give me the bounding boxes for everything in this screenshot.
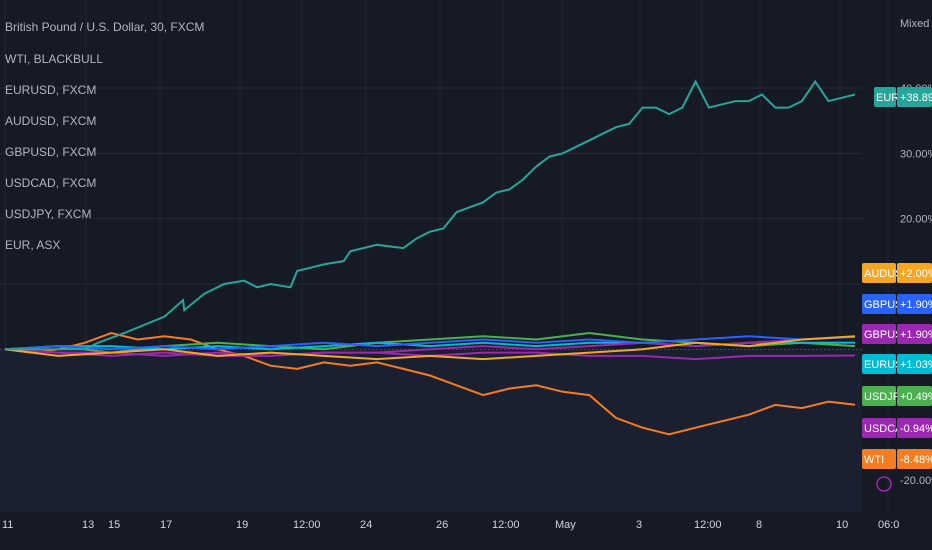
x-tick-label: 12:00	[694, 519, 722, 531]
badge-label-bg	[862, 294, 896, 314]
badge-label: EUR	[876, 92, 899, 104]
chart-title[interactable]: British Pound / U.S. Dollar, 30, FXCM	[5, 20, 205, 34]
price-badges: EUR+38.89%AUDUSD+2.00%GBPUSD+1.90%GBPUSD…	[862, 87, 932, 469]
badge-value-bg	[897, 87, 932, 107]
badge-value-bg	[897, 354, 932, 374]
x-axis-ticks: 11 13 15 17 19 12:00 24 26 12:00 May 3 12:00 8 10 06:0	[2, 519, 899, 531]
x-tick-label: 19	[236, 519, 248, 531]
x-tick-label: 11	[2, 519, 13, 531]
legend-entry[interactable]: WTI, BLACKBULL	[5, 52, 104, 66]
x-tick-label: 8	[756, 519, 762, 531]
badge-value: +0.49%	[900, 391, 932, 403]
series-line-gbpusd	[4, 335, 856, 357]
badge-label-bg	[862, 354, 896, 374]
legend-entry[interactable]: USDCAD, FXCM	[5, 176, 97, 190]
badge-value-bg	[897, 324, 932, 344]
badge-label-bg	[874, 87, 896, 107]
series-line-wti	[4, 331, 856, 436]
x-tick-label: 06:0	[878, 519, 899, 531]
badge-value: -0.94%	[900, 423, 932, 435]
badge-value-bg	[897, 449, 932, 469]
x-tick-label: May	[555, 519, 576, 531]
badge-label-bg	[862, 386, 896, 406]
legend-entry[interactable]: GBPUSD, FXCM	[5, 145, 97, 159]
legend-entry[interactable]: USDJPY, FXCM	[5, 207, 92, 221]
series-line-gbpusd	[4, 335, 856, 351]
badge-value: -8.48%	[900, 454, 932, 466]
y-tick-label: -20.00%	[900, 475, 932, 487]
badge-value-bg	[897, 386, 932, 406]
series-line-audusd	[4, 335, 856, 361]
alert-icon[interactable]	[876, 476, 892, 492]
badge-label-bg	[862, 418, 896, 438]
x-tick-label: 3	[636, 519, 642, 531]
badge-value-bg	[897, 294, 932, 314]
badge-value: +1.90%	[900, 299, 932, 311]
badge-value-bg	[897, 263, 932, 283]
badge-label: WTI	[864, 454, 884, 466]
series-lines[interactable]	[4, 79, 856, 436]
x-tick-label: 17	[160, 519, 172, 531]
y-tick-label: 20.00%	[900, 214, 932, 226]
badge-value-bg	[897, 418, 932, 438]
badge-value: +1.90%	[900, 329, 932, 341]
badge-value: +38.89%	[900, 92, 932, 104]
x-tick-label: 26	[436, 519, 448, 531]
badge-label-bg	[862, 324, 896, 344]
legend-entry[interactable]: EURUSD, FXCM	[5, 83, 97, 97]
x-tick-label: 12:00	[492, 519, 520, 531]
badge-label-bg	[862, 449, 896, 469]
series-line-eur	[5, 79, 856, 351]
y-tick-label: 30.00%	[900, 148, 932, 160]
x-tick-label: 12:00	[293, 519, 321, 531]
x-tick-label: 13	[82, 519, 94, 531]
x-tick-label: 24	[360, 519, 372, 531]
x-tick-label: 10	[836, 519, 848, 531]
baseline-fill	[0, 349, 862, 512]
badge-label-bg	[862, 263, 896, 283]
legend-entry[interactable]: AUDUSD, FXCM	[5, 114, 97, 128]
scale-mode-label[interactable]: Mixed	[900, 18, 930, 30]
x-tick-label: 15	[108, 519, 120, 531]
legend-entry[interactable]: EUR, ASX	[5, 238, 61, 252]
badge-value: +1.03%	[900, 359, 932, 371]
badge-value: +2.00%	[900, 268, 932, 280]
